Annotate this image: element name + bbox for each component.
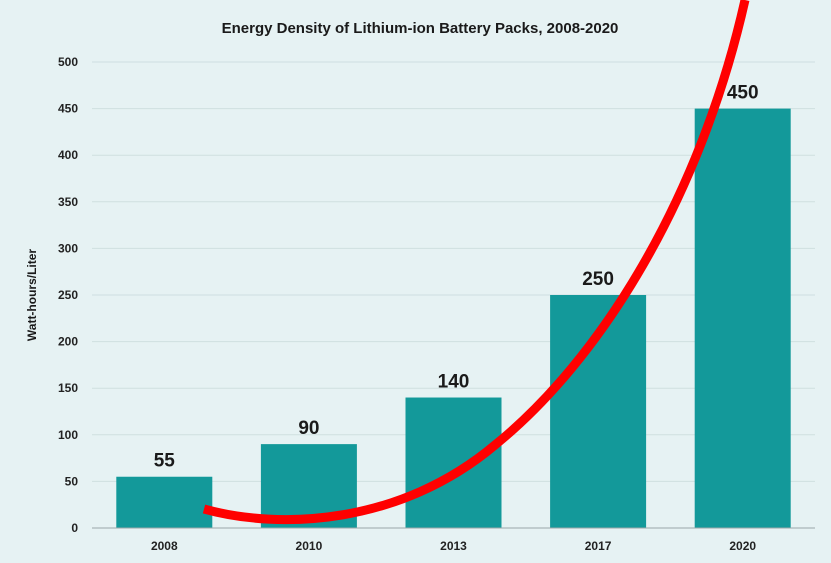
y-tick-300: 300 (58, 241, 78, 255)
bar-2013 (405, 397, 502, 528)
value-label-2020: 450 (727, 83, 759, 104)
y-tick-400: 400 (58, 148, 78, 162)
bar-2020 (694, 108, 791, 528)
x-tick-2017: 2017 (585, 539, 612, 553)
y-tick-labels: 0 50 100 150 200 250 300 350 400 450 500 (58, 55, 78, 535)
y-tick-350: 350 (58, 195, 78, 209)
y-tick-200: 200 (58, 335, 78, 349)
bars (116, 108, 791, 528)
gridlines (92, 61, 815, 482)
y-tick-50: 50 (65, 474, 79, 488)
y-tick-150: 150 (58, 381, 78, 395)
x-tick-2010: 2010 (296, 539, 323, 553)
y-tick-500: 500 (58, 55, 78, 69)
value-label-2013: 140 (438, 372, 470, 393)
y-tick-250: 250 (58, 288, 78, 302)
y-tick-450: 450 (58, 102, 78, 116)
red-trend-curve (202, 0, 750, 525)
x-tick-2013: 2013 (440, 539, 467, 553)
value-labels: 55 90 140 250 450 (154, 83, 759, 472)
x-tick-2008: 2008 (151, 539, 178, 553)
y-tick-100: 100 (58, 428, 78, 442)
x-tick-2020: 2020 (729, 539, 756, 553)
bar-2008 (116, 476, 213, 528)
y-axis-title: Watt-hours/Liter (25, 249, 39, 342)
value-label-2010: 90 (298, 418, 319, 439)
value-label-2017: 250 (582, 269, 614, 290)
value-label-2008: 55 (154, 451, 176, 472)
x-tick-labels: 2008 2010 2013 2017 2020 (151, 539, 756, 553)
chart-title: Energy Density of Lithium-ion Battery Pa… (222, 20, 619, 37)
y-tick-0: 0 (71, 521, 78, 535)
